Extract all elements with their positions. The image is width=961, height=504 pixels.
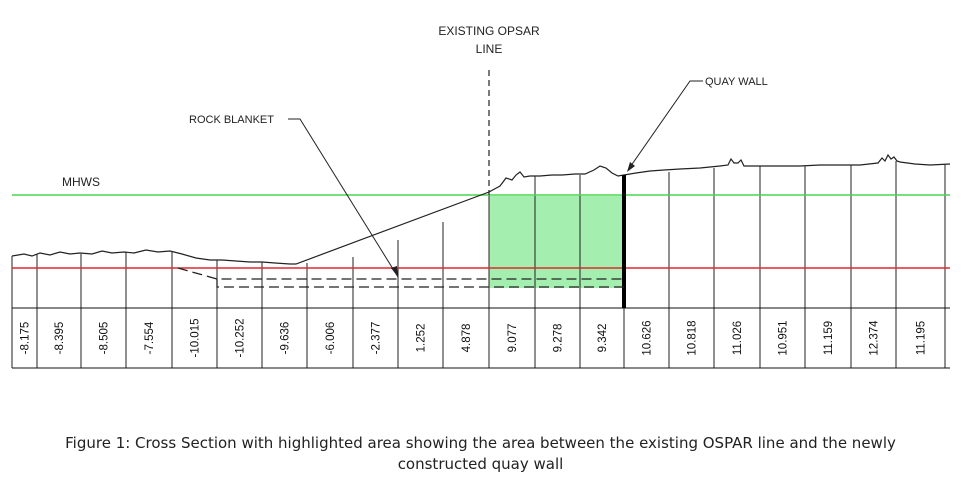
- chainage-label: -2.377: [371, 322, 383, 355]
- chainage-label: -10.015: [190, 318, 202, 357]
- chainage-label: 10.818: [687, 320, 699, 355]
- quay-wall-label: QUAY WALL: [705, 76, 768, 88]
- highlighted-area: [489, 196, 624, 288]
- opsar-label-line2: LINE: [476, 42, 503, 56]
- chainage-label: -9.636: [280, 322, 292, 355]
- chainage-label: 11.195: [916, 321, 928, 355]
- figure-caption: Figure 1: Cross Section with highlighted…: [0, 433, 961, 475]
- caption-line-1: Figure 1: Cross Section with highlighted…: [65, 434, 896, 452]
- chainage-label: 11.159: [823, 321, 835, 355]
- chainage-label: -8.175: [20, 322, 32, 355]
- chainage-label: 10.951: [778, 320, 790, 355]
- rock-blanket-leader: [288, 118, 399, 278]
- ground-profile: [11, 153, 951, 265]
- chainage-label: -8.505: [99, 322, 111, 355]
- chainage-label: 9.077: [507, 324, 519, 353]
- chainage-label: 9.278: [553, 324, 565, 353]
- cross-section-drawing: EXISTING OPSAR LINE QUAY WALL ROCK BLANK…: [11, 24, 951, 369]
- rock-blanket-arrowhead: [391, 266, 398, 277]
- chainage-label: 11.026: [732, 321, 744, 355]
- chainage-label: 4.878: [461, 324, 473, 353]
- caption-line-2: constructed quay wall: [397, 455, 564, 473]
- chainage-label: 12.374: [869, 320, 881, 356]
- rock-blanket-label: ROCK BLANKET: [189, 114, 274, 126]
- chainage-label: -6.006: [325, 322, 337, 355]
- chainage-label: 1.252: [416, 324, 428, 353]
- chainage-label: -8.395: [54, 322, 66, 355]
- chainage-label: 10.626: [642, 320, 654, 355]
- rock-blanket-outline: [177, 267, 624, 288]
- chainage-labels: -8.175 -8.395 -8.505 -7.554 -10.015 -10.252 -9…: [20, 318, 928, 357]
- opsar-label-line1: EXISTING OPSAR: [438, 24, 540, 38]
- chainage-label: -7.554: [144, 321, 156, 354]
- quay-wall-leader: [627, 80, 703, 171]
- quay-wall-arrowhead: [627, 162, 635, 172]
- mhws-label: MHWS: [62, 175, 100, 189]
- chainage-label: 9.342: [597, 324, 609, 353]
- chainage-label: -10.252: [235, 318, 247, 357]
